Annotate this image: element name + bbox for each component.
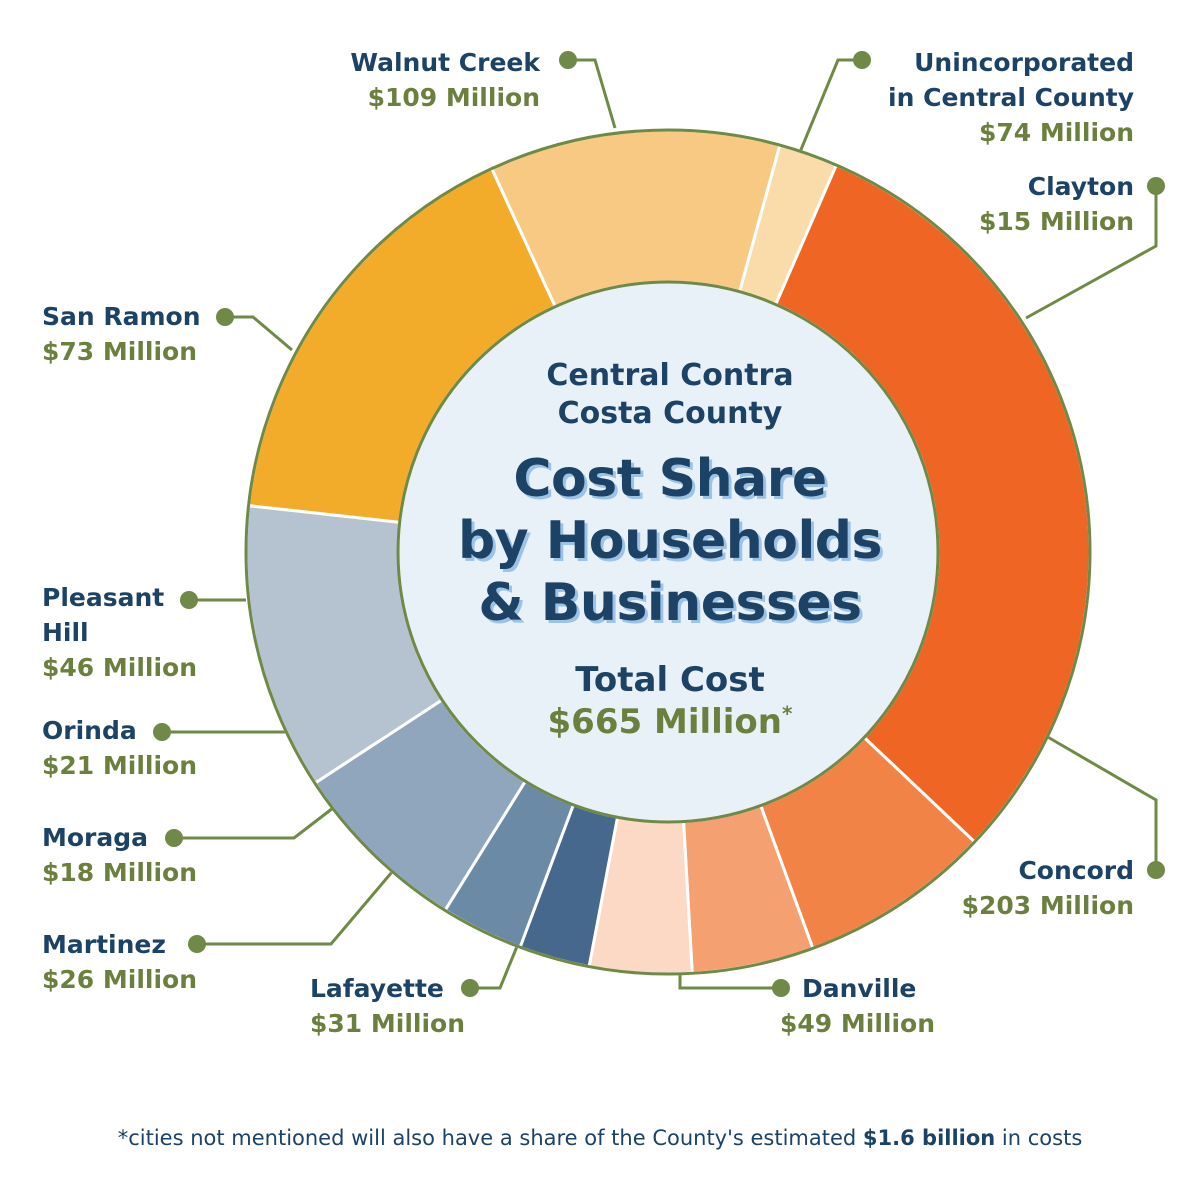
leader-dot-clayton — [1147, 177, 1165, 195]
total-cost-asterisk: * — [782, 701, 793, 726]
leader-dot-unincorporated — [853, 51, 871, 69]
leader-dot-lafayette — [461, 979, 479, 997]
leader-line-san-ramon — [225, 315, 293, 352]
region-subtitle: Central Contra Costa County — [410, 357, 930, 433]
label-name: Clayton — [1027, 172, 1134, 201]
label-value: $26 Million — [42, 965, 198, 994]
label-value: $203 Million — [961, 891, 1134, 920]
leader-line-lafayette — [470, 943, 520, 990]
label-san-ramon: San Ramon $73 Million — [42, 299, 201, 369]
leader-dot-moraga — [165, 829, 183, 847]
footnote-bold: $1.6 billion — [862, 1126, 996, 1150]
subtitle-line-1: Central Contra — [546, 358, 794, 393]
center-circle — [396, 280, 940, 824]
label-moraga: Moraga $18 Million — [42, 820, 197, 890]
donut-outer-ring — [244, 128, 1092, 976]
label-name: Danville — [802, 974, 917, 1003]
label-name: Lafayette — [310, 974, 444, 1003]
total-cost-value: $665 Million* — [410, 702, 930, 742]
footnote-end: in costs — [995, 1126, 1083, 1150]
label-walnut-creek: Walnut Creek $109 Million — [350, 45, 540, 115]
leader-line-martinez — [197, 871, 394, 946]
label-value: $74 Million — [978, 118, 1134, 147]
leader-dot-orinda — [153, 723, 171, 741]
leader-dot-san-ramon — [216, 308, 234, 326]
label-name-line-2: Hill — [42, 618, 89, 647]
label-name: San Ramon — [42, 302, 201, 331]
leader-dot-walnut-creek — [559, 51, 577, 69]
label-name: Orinda — [42, 716, 137, 745]
label-danville: Danville $49 Million — [780, 971, 935, 1041]
label-lafayette: Lafayette $31 Million — [310, 971, 465, 1041]
label-name: Walnut Creek — [350, 48, 540, 77]
label-name: Moraga — [42, 823, 149, 852]
label-name-line-2: in Central County — [888, 83, 1134, 112]
subtitle-line-2: Costa County — [557, 396, 783, 431]
leader-dot-concord — [1147, 861, 1165, 879]
footnote-text: *cities not mentioned will also have a s… — [117, 1126, 863, 1150]
donut-slices — [244, 128, 1092, 976]
footnote: *cities not mentioned will also have a s… — [0, 1126, 1200, 1150]
label-value: $31 Million — [310, 1009, 466, 1038]
leader-dots — [153, 51, 1165, 997]
label-martinez: Martinez $26 Million — [42, 927, 197, 997]
label-name-line-1: Unincorporated — [914, 48, 1134, 77]
label-concord: Concord $203 Million — [962, 853, 1134, 923]
leader-line-moraga — [174, 806, 334, 840]
label-value: $15 Million — [978, 207, 1134, 236]
label-orinda: Orinda $21 Million — [42, 713, 197, 783]
total-cost-amount: $665 Million — [547, 702, 782, 742]
title-line-2: by Households — [458, 511, 882, 571]
leader-line-walnut-creek — [568, 58, 617, 129]
chart-title: Cost Share by Households & Businesses — [410, 448, 930, 634]
leader-line-concord — [1045, 734, 1158, 870]
label-name: Concord — [1018, 856, 1134, 885]
label-value: $21 Million — [42, 751, 198, 780]
label-name-line-1: Pleasant — [42, 583, 165, 612]
leader-line-clayton — [1025, 186, 1158, 320]
label-pleasant-hill: Pleasant Hill $46 Million — [42, 580, 197, 685]
label-value: $46 Million — [42, 653, 198, 682]
label-value: $49 Million — [780, 1009, 936, 1038]
leader-line-unincorporated — [798, 58, 862, 153]
label-value: $109 Million — [367, 83, 540, 112]
title-line-3: & Businesses — [478, 573, 862, 633]
label-value: $73 Million — [42, 337, 198, 366]
leader-dot-martinez — [188, 935, 206, 953]
label-value: $18 Million — [42, 858, 198, 887]
leader-dot-danville — [772, 979, 790, 997]
leader-dot-pleasant-hill — [180, 591, 198, 609]
label-clayton: Clayton $15 Million — [979, 169, 1134, 239]
title-line-1: Cost Share — [513, 449, 827, 509]
label-name: Martinez — [42, 930, 166, 959]
total-cost-label: Total Cost — [575, 660, 765, 700]
label-unincorporated: Unincorporated in Central County $74 Mil… — [888, 45, 1134, 150]
